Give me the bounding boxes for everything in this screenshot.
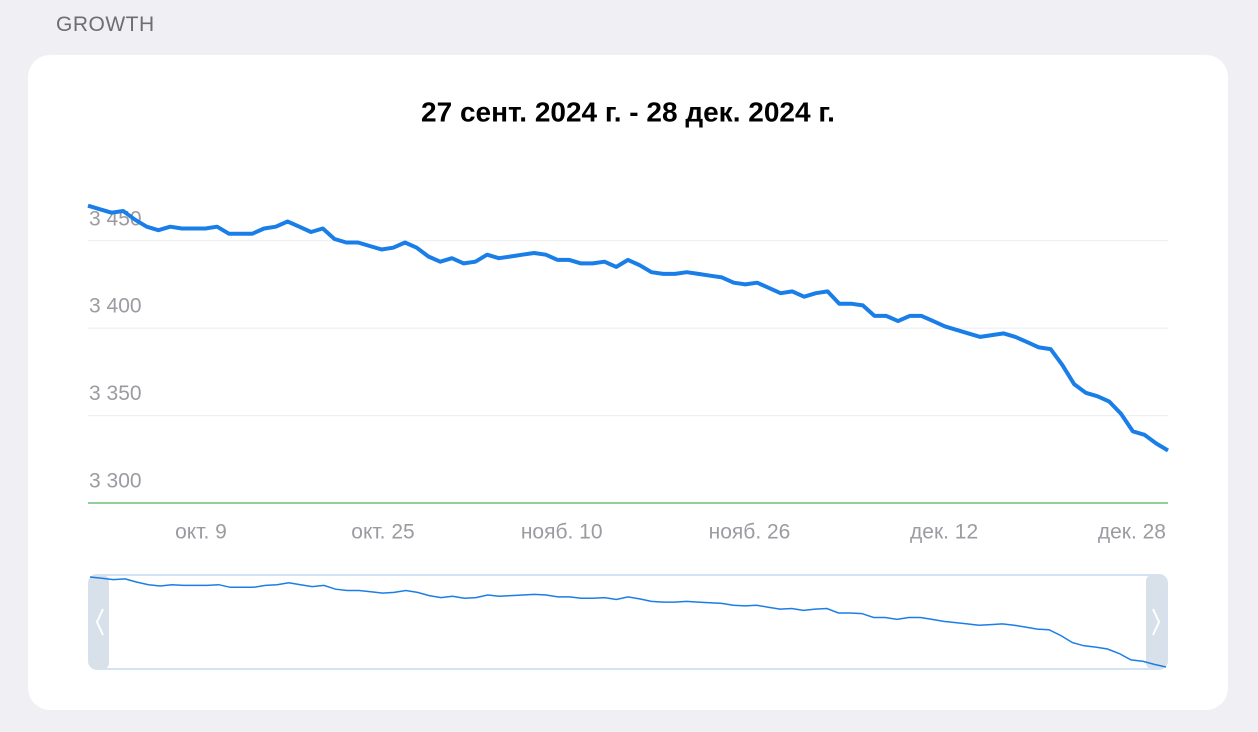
x-tick-label: нояб. 26 — [709, 521, 791, 544]
chart-title: 27 сент. 2024 г. - 28 дек. 2024 г. — [421, 96, 835, 127]
y-tick-label: 3 300 — [89, 470, 142, 493]
navigator-window[interactable] — [88, 574, 1168, 670]
y-tick-label: 3 400 — [89, 295, 142, 318]
navigator-handle-left[interactable] — [89, 575, 109, 669]
navigator-handle-right[interactable] — [1146, 575, 1167, 669]
navigator-line — [89, 576, 1167, 668]
section-title: GROWTH — [56, 13, 155, 36]
line — [87, 203, 1170, 453]
x-tick-label: окт. 9 — [175, 521, 227, 544]
card — [28, 55, 1228, 710]
x-tick-label: нояб. 10 — [521, 521, 603, 544]
y-tick-label: 3 350 — [89, 382, 142, 405]
x-tick-label: дек. 12 — [910, 521, 978, 544]
chevron-left — [95, 608, 104, 636]
chevron-right — [1152, 608, 1161, 636]
x-tick-label: окт. 25 — [351, 521, 414, 544]
x-tick-label: дек. 28 — [1098, 521, 1166, 544]
